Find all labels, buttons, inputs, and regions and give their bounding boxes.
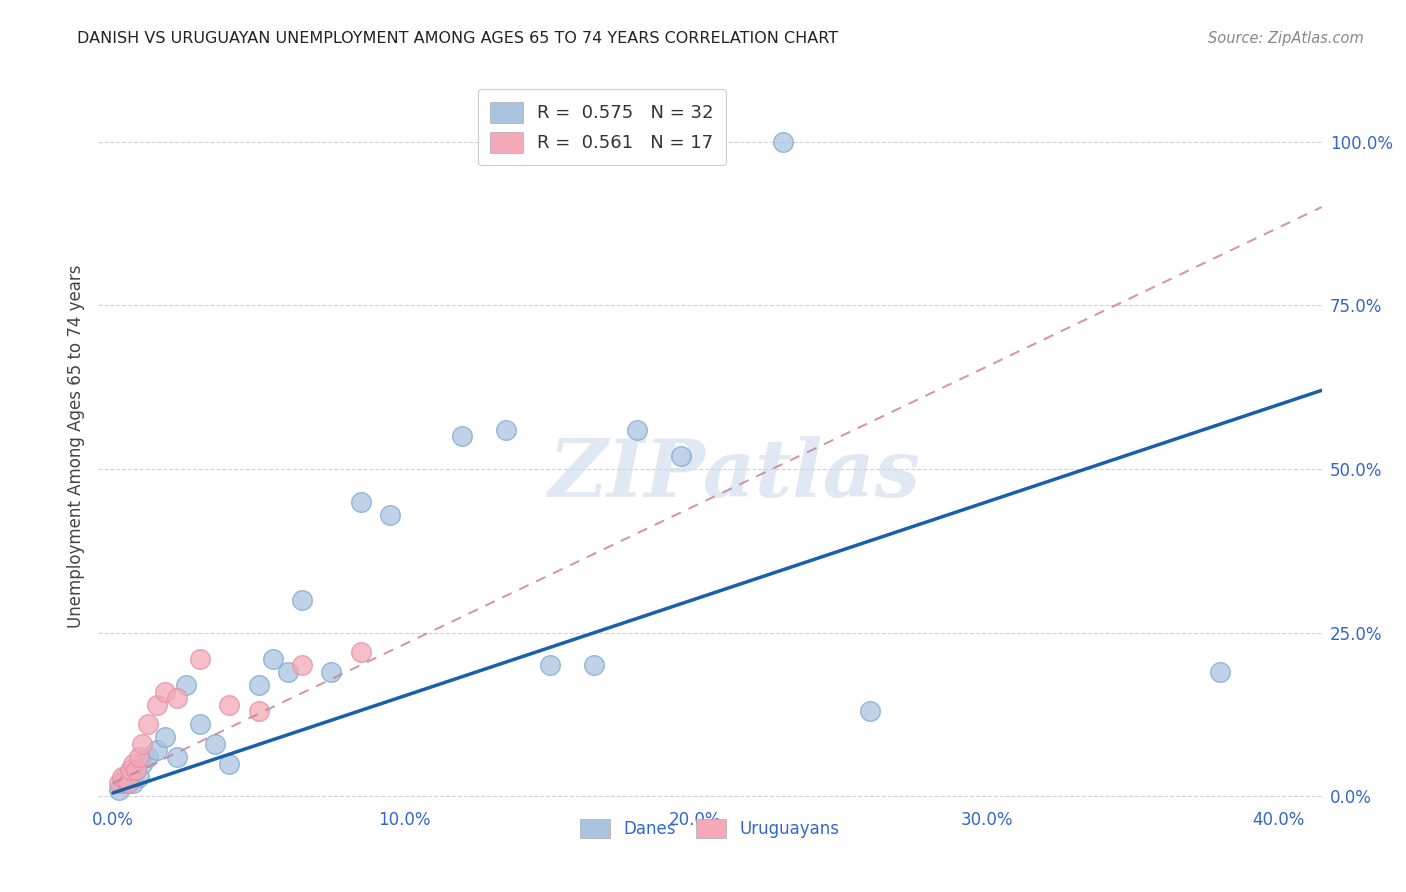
Point <box>155 684 177 698</box>
Point <box>136 717 159 731</box>
Text: DANISH VS URUGUAYAN UNEMPLOYMENT AMONG AGES 65 TO 74 YEARS CORRELATION CHART: DANISH VS URUGUAYAN UNEMPLOYMENT AMONG A… <box>77 31 838 46</box>
Point <box>125 763 148 777</box>
Point <box>155 731 177 745</box>
Point <box>495 423 517 437</box>
Point <box>131 737 153 751</box>
Legend: Danes, Uruguayans: Danes, Uruguayans <box>571 809 849 848</box>
Point <box>218 698 240 712</box>
Point <box>108 776 131 790</box>
Point <box>451 429 474 443</box>
Point <box>128 770 150 784</box>
Point <box>145 698 167 712</box>
Point <box>247 704 270 718</box>
Point <box>321 665 343 679</box>
Point <box>349 494 371 508</box>
Point <box>122 776 145 790</box>
Point <box>582 658 605 673</box>
Point <box>166 691 188 706</box>
Point <box>378 508 401 522</box>
Point <box>120 770 142 784</box>
Point <box>114 770 136 784</box>
Point <box>262 652 284 666</box>
Point <box>122 756 145 771</box>
Point <box>117 776 139 790</box>
Point <box>626 423 648 437</box>
Point <box>131 756 153 771</box>
Point <box>291 658 314 673</box>
Point <box>204 737 226 751</box>
Point <box>772 135 794 149</box>
Point <box>108 782 131 797</box>
Point <box>291 592 314 607</box>
Point <box>125 763 148 777</box>
Point <box>145 743 167 757</box>
Point <box>174 678 197 692</box>
Point <box>247 678 270 692</box>
Point <box>349 645 371 659</box>
Point <box>1208 665 1232 679</box>
Point <box>120 763 142 777</box>
Point <box>136 750 159 764</box>
Point <box>538 658 561 673</box>
Point <box>188 717 212 731</box>
Point <box>128 750 150 764</box>
Point <box>117 776 139 790</box>
Text: ZIPatlas: ZIPatlas <box>548 436 921 513</box>
Point <box>277 665 299 679</box>
Point <box>859 704 882 718</box>
Point <box>111 776 134 790</box>
Point <box>166 750 188 764</box>
Point <box>218 756 240 771</box>
Text: Source: ZipAtlas.com: Source: ZipAtlas.com <box>1208 31 1364 46</box>
Y-axis label: Unemployment Among Ages 65 to 74 years: Unemployment Among Ages 65 to 74 years <box>66 264 84 628</box>
Point <box>111 770 134 784</box>
Point <box>188 652 212 666</box>
Point <box>669 449 692 463</box>
